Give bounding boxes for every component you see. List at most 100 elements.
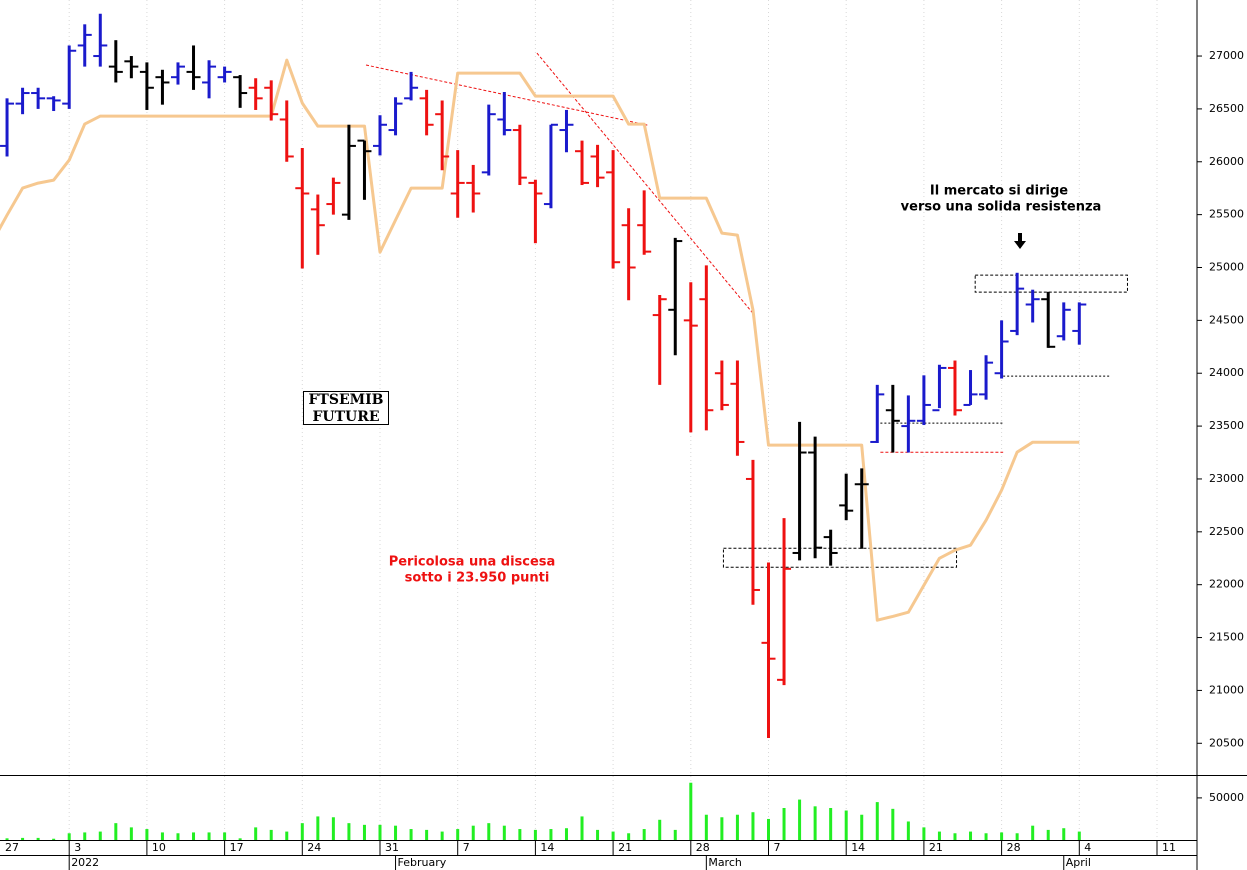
y-tick-label: 25500 [1209, 208, 1244, 221]
volume-bar [673, 829, 677, 840]
indicator [0, 58, 1080, 622]
volume-bar [160, 832, 164, 840]
volume-bar [1046, 829, 1050, 840]
volume-bar [98, 831, 102, 840]
volume-bar [238, 838, 242, 840]
volume-bar [409, 829, 413, 840]
volume-bar [502, 825, 506, 840]
volume-bar [906, 821, 910, 840]
volume-bar [875, 802, 879, 840]
y-tick-label: 21500 [1209, 631, 1244, 644]
volume-bar [1015, 833, 1019, 840]
x-tick-label: 7 [463, 841, 470, 854]
volume-bar [223, 832, 227, 840]
volume-bar [953, 833, 957, 840]
indicator-line [0, 58, 1080, 622]
volume-bar [937, 831, 941, 840]
volume-bar [129, 827, 133, 840]
volume-bar [5, 838, 9, 840]
annotation: Il mercato si dirige [930, 184, 1068, 199]
y-tick-label: 23000 [1209, 472, 1244, 485]
volume-bar [192, 832, 196, 840]
y-tick-label: 23500 [1209, 419, 1244, 432]
volume-bar [1000, 832, 1004, 840]
x-tick-label: 10 [152, 841, 166, 854]
volume-bar [735, 814, 739, 840]
volume-bar [829, 808, 833, 840]
volume-bar [844, 810, 848, 840]
y-tick-label: 22000 [1209, 578, 1244, 591]
volume-bar [36, 837, 40, 840]
volume-bar [145, 829, 149, 840]
range-box [722, 547, 958, 568]
volume-bars [5, 782, 1081, 840]
volume-bar [378, 824, 382, 840]
volume-bar [704, 814, 708, 840]
x-tick-label: 28 [1007, 841, 1021, 854]
x-tick-label: 17 [230, 841, 244, 854]
volume-bar [176, 833, 180, 840]
annotation: FTSEMIB [308, 392, 383, 408]
y-tick-label: 24500 [1209, 313, 1244, 326]
annotation: Pericolosa una discesa [389, 555, 556, 570]
volume-bar [347, 823, 351, 840]
volume-bar [269, 829, 273, 840]
volume-bar [891, 808, 895, 840]
price-bars [0, 13, 1087, 738]
volume-bar [1077, 831, 1081, 840]
volume-bar [767, 818, 770, 840]
x-tick-label: 28 [696, 841, 710, 854]
volume-bar [782, 808, 786, 840]
month-label: 2022 [71, 856, 99, 869]
y-tick-label: 27000 [1209, 49, 1244, 62]
volume-bar [285, 831, 289, 840]
volume-bar [533, 829, 537, 840]
y-tick-label: 24000 [1209, 366, 1244, 379]
month-label: March [708, 856, 742, 869]
volume-bar [1031, 825, 1035, 840]
volume-bar [984, 833, 988, 840]
y-tick-label: 25000 [1209, 260, 1244, 273]
arrow [1014, 233, 1026, 249]
y-tick-label: 22500 [1209, 525, 1244, 538]
range-box [974, 274, 1128, 293]
y-tick-label: 21000 [1209, 683, 1244, 696]
annotation: FUTURE [312, 409, 379, 425]
trendline [365, 64, 648, 126]
trendline [536, 52, 755, 316]
volume-bar [456, 829, 460, 840]
volume-bar [627, 833, 631, 840]
volume-bar [751, 812, 755, 840]
grid [68, 0, 1158, 840]
month-label: February [398, 856, 447, 869]
x-tick-label: 3 [74, 841, 81, 854]
volume-bar [207, 832, 211, 840]
volume-bar [440, 831, 444, 840]
x-tick-label: 14 [540, 841, 554, 854]
x-tick-label: 21 [929, 841, 943, 854]
volume-bar [254, 827, 258, 840]
volume-bar [564, 828, 568, 840]
overlays [365, 52, 1128, 568]
volume-bar [487, 823, 491, 840]
volume-bar [689, 782, 693, 840]
x-tick-label: 11 [1162, 841, 1176, 854]
volume-bar [316, 816, 320, 840]
volume-bar [471, 825, 475, 840]
y-tick-label: 50000 [1209, 791, 1244, 804]
volume-bar [596, 829, 600, 840]
volume-bar [114, 823, 118, 840]
month-label: April [1066, 856, 1091, 869]
label-box [303, 391, 389, 425]
volume-bar [83, 832, 87, 840]
volume-bar [425, 829, 429, 840]
volume-bar [580, 816, 584, 840]
y-tick-label: 26500 [1209, 102, 1244, 115]
volume-bar [658, 819, 662, 840]
volume-bar [67, 833, 71, 840]
volume-bar [611, 831, 615, 840]
x-tick-label: 7 [774, 841, 781, 854]
volume-bar [922, 827, 926, 840]
y-tick-label: 26000 [1209, 155, 1244, 168]
x-tick-label: 24 [307, 841, 321, 854]
